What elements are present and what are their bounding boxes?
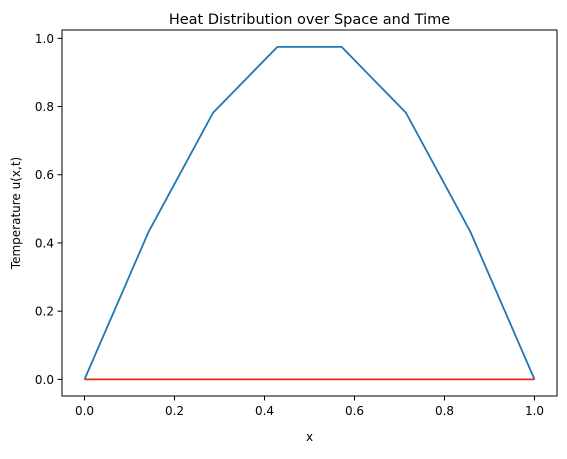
- y-tick-label: 0.0: [35, 373, 54, 387]
- chart-title: Heat Distribution over Space and Time: [169, 12, 450, 28]
- x-tick-label: 0.8: [435, 404, 454, 418]
- y-tick-label: 0.8: [35, 100, 54, 114]
- y-tick-label: 0.6: [35, 168, 54, 182]
- x-tick-label: 0.6: [345, 404, 364, 418]
- x-tick-label: 0.4: [255, 404, 274, 418]
- x-axis: 0.0 0.2 0.4 0.6 0.8 1.0: [75, 396, 544, 418]
- y-axis-label: Temperature u(x,t): [9, 157, 23, 270]
- plot-frame: [61, 29, 558, 397]
- x-axis-label: x: [306, 430, 313, 444]
- series-line-1: [83, 46, 536, 380]
- y-tick-label: 1.0: [35, 32, 54, 46]
- y-tick-label: 0.4: [35, 236, 54, 250]
- x-tick-label: 0.2: [165, 404, 184, 418]
- series-layer: [83, 46, 536, 381]
- x-tick-label: 1.0: [525, 404, 544, 418]
- y-axis: 0.0 0.2 0.4 0.6 0.8 1.0: [35, 32, 62, 387]
- y-tick-label: 0.2: [35, 305, 54, 319]
- x-tick-label: 0.0: [75, 404, 94, 418]
